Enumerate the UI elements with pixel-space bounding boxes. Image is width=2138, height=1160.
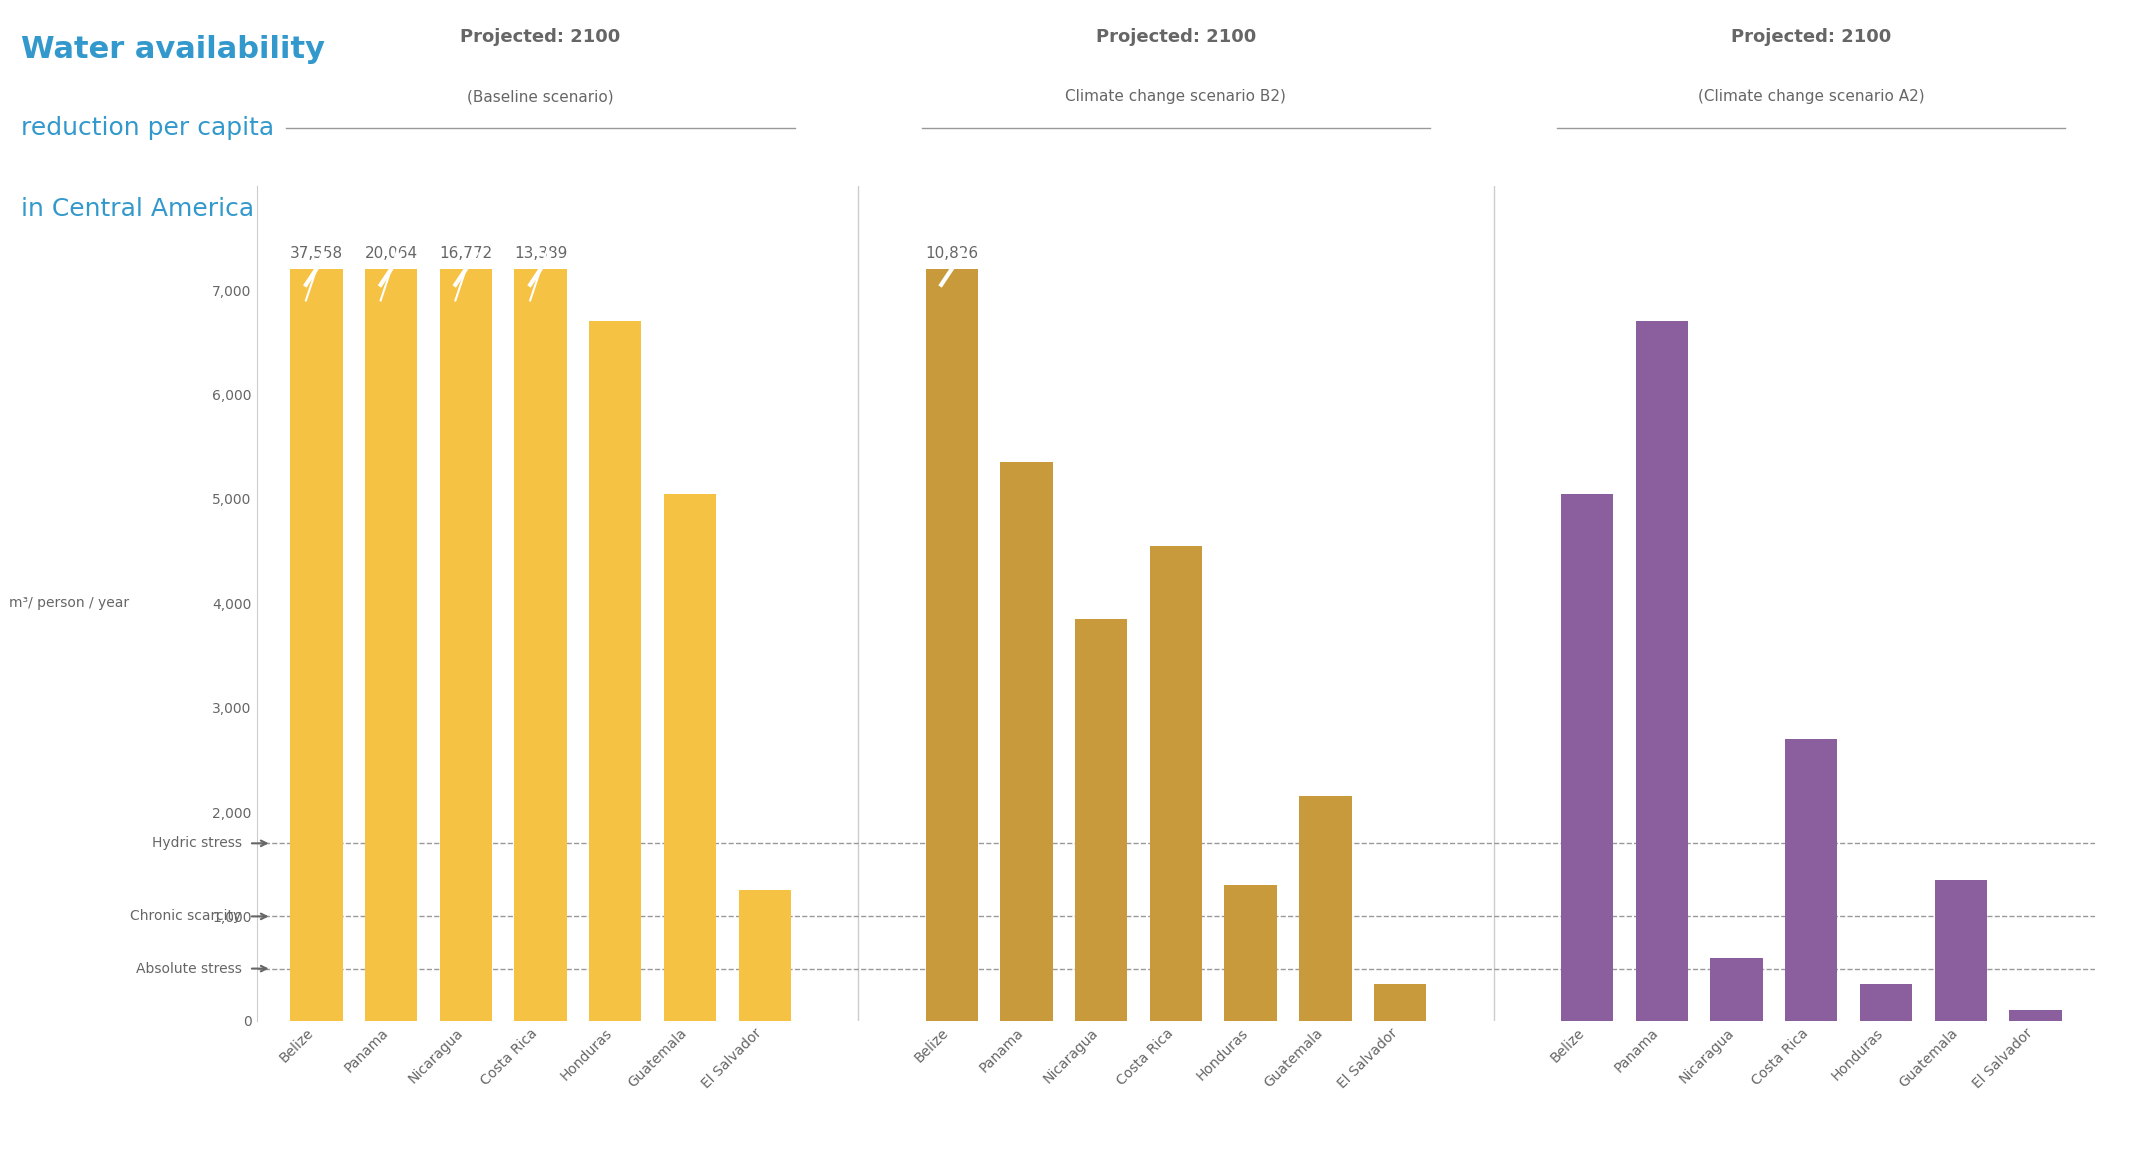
Bar <box>2010 1010 2061 1021</box>
Text: Hydric stress: Hydric stress <box>152 836 242 850</box>
Text: reduction per capita: reduction per capita <box>21 116 274 140</box>
Text: Projected: 2100: Projected: 2100 <box>1097 28 1255 46</box>
Text: 16,772: 16,772 <box>438 246 492 261</box>
Bar <box>738 891 791 1021</box>
Bar <box>291 269 342 1021</box>
Text: m³/ person / year: m³/ person / year <box>9 596 130 610</box>
Bar <box>1300 797 1351 1021</box>
Text: 20,064: 20,064 <box>366 246 417 261</box>
Bar <box>590 321 641 1021</box>
Bar <box>1935 879 1986 1021</box>
Bar <box>926 269 977 1021</box>
Bar <box>1785 739 1837 1021</box>
Bar <box>1375 984 1426 1021</box>
Bar <box>366 269 417 1021</box>
Text: 10,826: 10,826 <box>926 246 979 261</box>
Text: 13,389: 13,389 <box>513 246 567 261</box>
Bar <box>665 494 716 1021</box>
Text: (Climate change scenario A2): (Climate change scenario A2) <box>1698 89 1924 104</box>
Bar <box>1710 958 1762 1021</box>
Text: in Central America: in Central America <box>21 197 254 222</box>
Bar <box>1860 984 1911 1021</box>
Bar <box>515 269 567 1021</box>
Bar <box>1150 546 1202 1021</box>
Text: Projected: 2100: Projected: 2100 <box>1732 28 1892 46</box>
Text: Chronic scarcity: Chronic scarcity <box>130 909 242 923</box>
Text: 37,558: 37,558 <box>291 246 342 261</box>
Bar <box>1075 619 1127 1021</box>
Text: (Baseline scenario): (Baseline scenario) <box>468 89 614 104</box>
Text: Absolute stress: Absolute stress <box>135 962 242 976</box>
Bar <box>1561 494 1614 1021</box>
Text: Projected: 2100: Projected: 2100 <box>460 28 620 46</box>
Bar <box>1001 462 1052 1021</box>
Text: Climate change scenario B2): Climate change scenario B2) <box>1065 89 1287 104</box>
Bar <box>440 269 492 1021</box>
Text: Water availability: Water availability <box>21 35 325 64</box>
Bar <box>1225 885 1276 1021</box>
Bar <box>1636 321 1687 1021</box>
